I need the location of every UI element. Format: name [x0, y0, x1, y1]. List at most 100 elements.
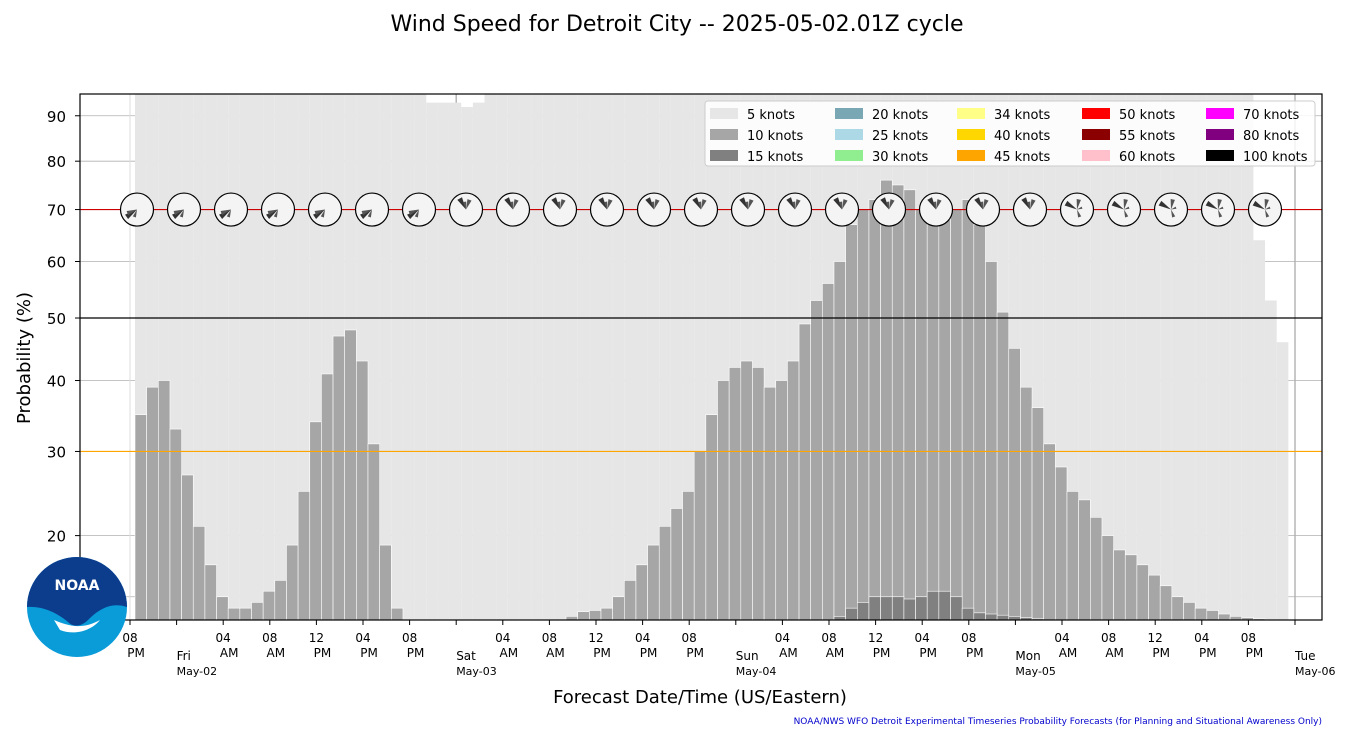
day-label: May-04 — [736, 665, 777, 678]
bar — [1055, 466, 1068, 620]
bar — [414, 94, 427, 620]
wind-rose — [730, 192, 766, 227]
wind-rose-petal — [1218, 209, 1223, 218]
bar — [810, 300, 823, 620]
bar — [1032, 94, 1044, 620]
wind-rose-petal — [513, 199, 519, 210]
wind-rose — [1153, 192, 1189, 227]
wind-rose-petal — [1124, 206, 1130, 210]
bar — [1183, 94, 1196, 620]
x-tick-label: AM — [267, 646, 286, 660]
x-tick-label: 08 — [682, 631, 697, 645]
day-label: Sun — [736, 649, 759, 663]
bar — [1066, 491, 1079, 620]
bar — [274, 94, 287, 620]
bar — [192, 526, 206, 620]
bar — [1020, 94, 1033, 620]
bar — [344, 329, 357, 620]
legend-label: 10 knots — [747, 129, 803, 144]
bar — [507, 94, 520, 620]
x-tick-label: 08 — [1101, 631, 1116, 645]
bar — [705, 414, 718, 620]
x-tick-label: PM — [640, 646, 658, 660]
bar — [367, 443, 380, 620]
wind-rose-petal — [172, 209, 184, 220]
bar — [158, 380, 171, 620]
bar — [449, 102, 462, 620]
x-tick-label: PM — [360, 646, 378, 660]
x-tick-label: 12 — [1148, 631, 1163, 645]
legend-swatch — [710, 150, 738, 161]
wind-rose-petal — [510, 201, 514, 210]
y-tick-label: 50 — [47, 310, 66, 328]
wind-rose — [213, 192, 249, 227]
footer-note: NOAA/NWS WFO Detroit Experimental Timese… — [793, 717, 1322, 727]
x-tick-label: 04 — [355, 631, 370, 645]
bar — [286, 94, 299, 620]
bar — [717, 94, 730, 620]
bar — [938, 590, 951, 620]
bar — [402, 94, 415, 620]
wind-rose-petal — [1265, 209, 1270, 218]
bar — [926, 219, 940, 620]
bar — [1055, 94, 1067, 620]
legend-entry: 45 knots — [957, 150, 1050, 165]
wind-rose-petal — [692, 197, 701, 210]
x-tick-label: AM — [779, 646, 798, 660]
wind-rose-petal — [792, 201, 796, 210]
noaa-logo: NOAA — [27, 557, 127, 657]
bar — [1043, 94, 1056, 620]
day-label: May-06 — [1295, 665, 1336, 678]
bar — [973, 224, 986, 620]
bar — [856, 209, 870, 620]
legend-swatch — [1206, 150, 1234, 161]
bar — [612, 596, 625, 620]
legend-entry: 20 knots — [835, 108, 928, 123]
wind-rose-petal — [1171, 209, 1176, 218]
wind-rose-petal — [701, 199, 707, 210]
bar — [1218, 94, 1231, 620]
bar — [1171, 94, 1184, 620]
legend: 5 knots 10 knots 15 knots 20 knots 25 knots 3… — [704, 100, 1316, 167]
wind-rose-petal — [1265, 206, 1271, 210]
bar — [577, 94, 590, 620]
wind-rose-petal — [598, 197, 607, 210]
bar — [950, 209, 963, 620]
legend-label: 55 knots — [1119, 129, 1175, 144]
bar — [926, 590, 940, 620]
bar — [297, 491, 311, 620]
wind-rose-petal — [880, 197, 889, 210]
legend-swatch — [957, 150, 985, 161]
x-tick-label: 04 — [216, 631, 231, 645]
bar — [1101, 535, 1114, 620]
wind-rose-petal — [786, 197, 795, 210]
bar — [251, 602, 264, 620]
bar — [1113, 94, 1126, 620]
bar — [1078, 94, 1091, 620]
legend-label: 70 knots — [1243, 108, 1299, 123]
bar — [880, 596, 893, 620]
bar — [891, 184, 905, 620]
legend-label: 60 knots — [1119, 150, 1175, 165]
wind-rose-petal — [132, 209, 137, 218]
bar — [1241, 94, 1254, 620]
x-tick-label: 04 — [495, 631, 510, 645]
wind-rose-petal — [795, 199, 801, 210]
bar — [472, 102, 485, 620]
legend-swatch — [1206, 108, 1234, 119]
bar — [589, 610, 602, 620]
legend-label: 50 knots — [1119, 108, 1175, 123]
bar — [239, 607, 252, 620]
bar — [705, 94, 718, 620]
bar — [659, 94, 671, 620]
x-tick-label: AM — [826, 646, 845, 660]
bar — [845, 224, 858, 620]
bar — [845, 607, 858, 620]
wind-rose — [1106, 192, 1142, 227]
wind-rose-petal — [314, 209, 325, 216]
bar — [880, 179, 893, 620]
legend-entry: 25 knots — [835, 129, 928, 144]
y-tick-label: 40 — [47, 373, 66, 391]
wind-rose-petal — [1158, 200, 1171, 210]
y-tick-label: 20 — [47, 528, 66, 546]
